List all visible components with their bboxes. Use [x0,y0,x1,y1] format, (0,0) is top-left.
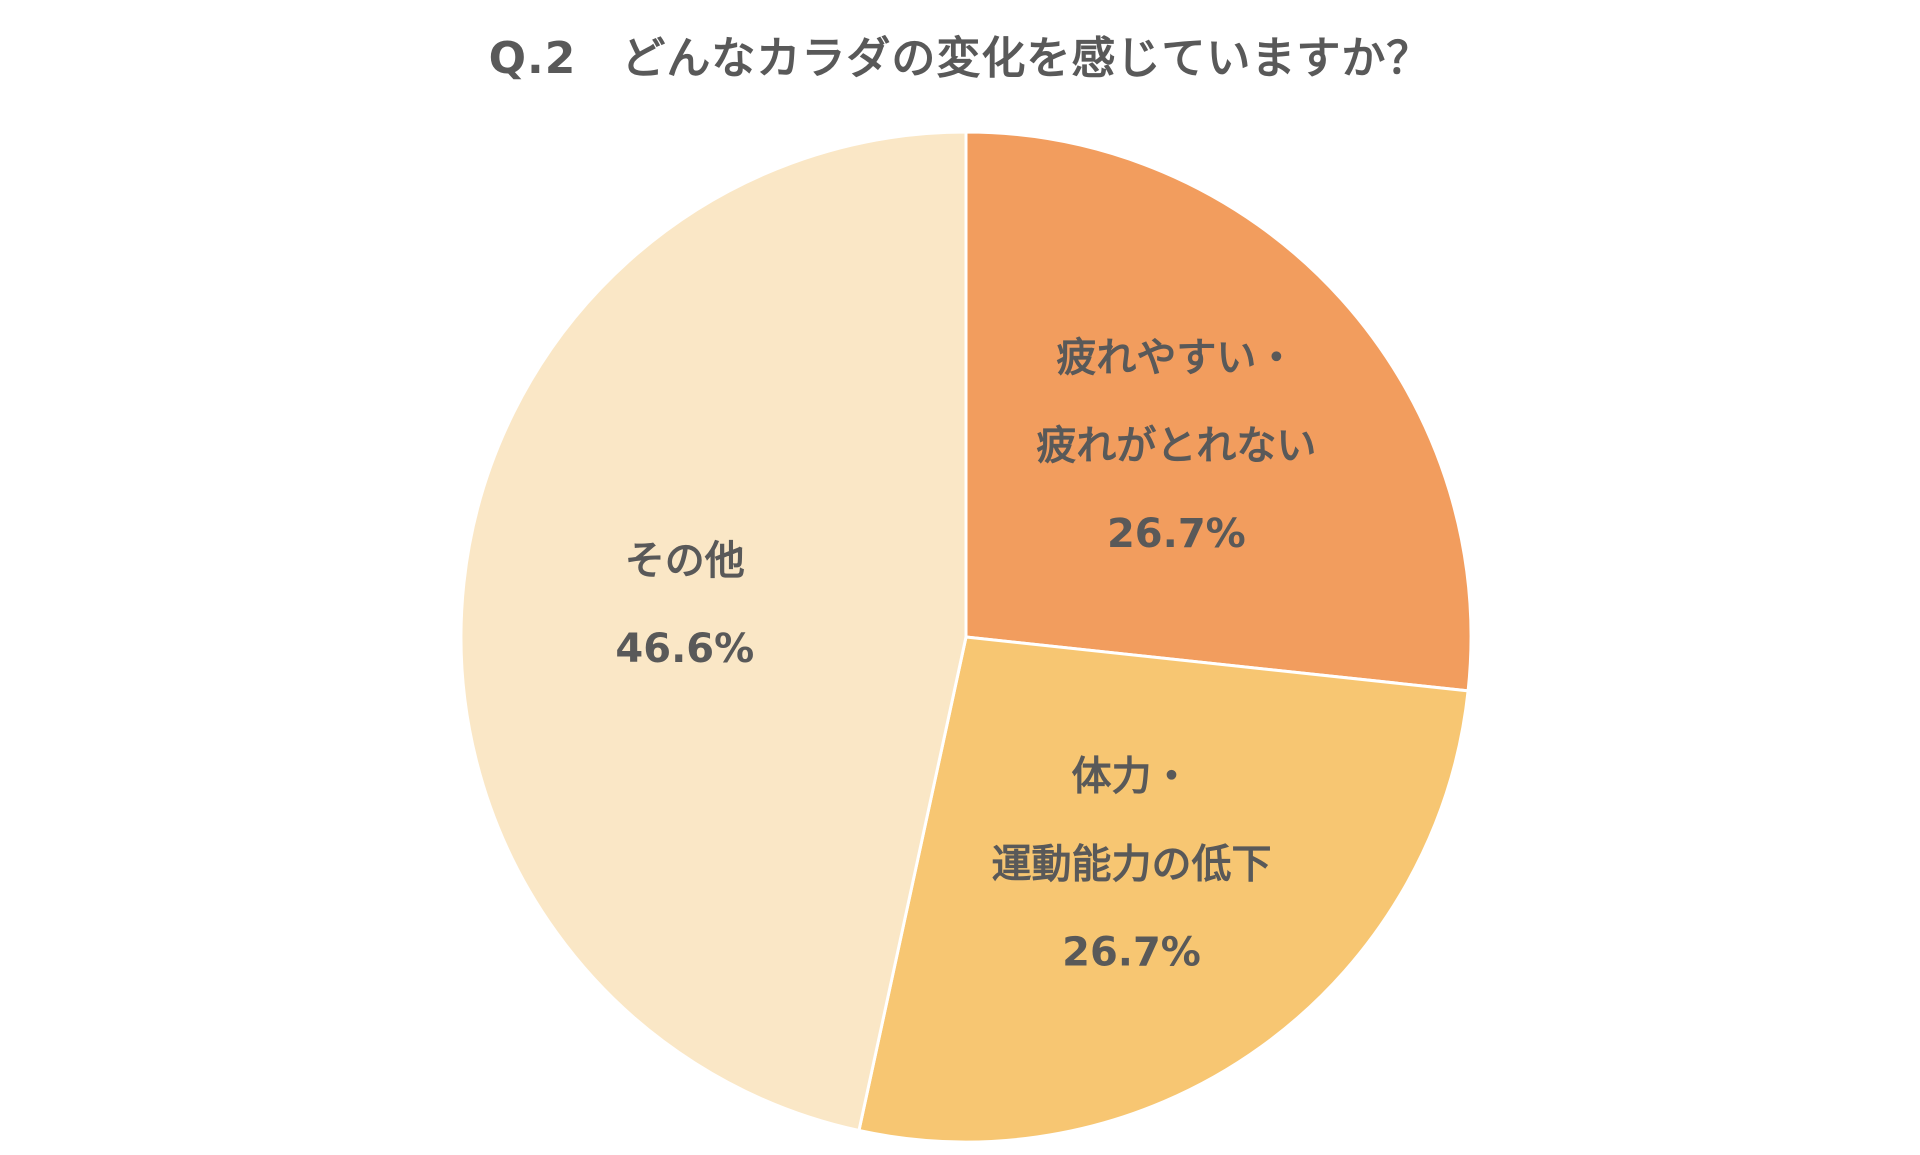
slice-value-2: 26.7% [1062,929,1201,975]
pie-slice-3 [459,130,968,1133]
pie-slice-2 [857,635,1470,1144]
pie-labels: 疲れやすい・疲れがとれない 26.7% 体力・運動能力の低下 26.7% その他 46.6… [615,335,1316,975]
slice-value-1: 26.7% [1107,511,1246,557]
slice-value-3: 46.6% [615,626,754,672]
chart-title: Q.2 どんなカラダの変化を感じていますか？ [488,33,1432,84]
slice-label-2-line-2: 運動能力の低下 [992,841,1272,887]
slice-label-3-line-1: その他 [625,538,745,584]
slice-label-2-line-1: 体力・ [1072,753,1192,799]
slice-label-1-line-2: 疲れがとれない [1036,423,1316,469]
pie-slices [459,130,1473,1144]
slice-label-1-line-1: 疲れやすい・ [1056,335,1296,381]
pie-slice-1 [964,130,1473,693]
